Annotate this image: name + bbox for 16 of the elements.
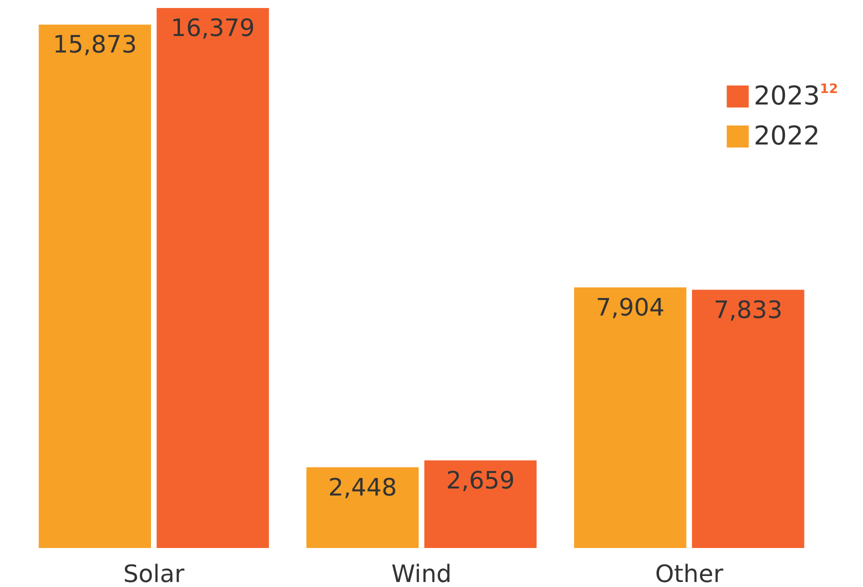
bar (306, 467, 419, 548)
x-tick-label: Solar (123, 560, 185, 587)
data-label: 16,379 (170, 14, 255, 42)
bar (38, 24, 152, 548)
bar (156, 8, 269, 548)
bar (574, 287, 686, 548)
x-tick-label: Wind (391, 560, 452, 587)
data-label: 15,873 (52, 30, 137, 59)
legend-label: 2022 (754, 122, 820, 152)
x-tick-label: Other (655, 560, 724, 587)
data-label: 7,833 (714, 296, 782, 324)
bar (424, 460, 537, 548)
data-label: 7,904 (596, 293, 665, 322)
bar (692, 290, 804, 548)
data-label: 2,448 (328, 473, 397, 502)
data-label: 2,659 (446, 466, 515, 494)
